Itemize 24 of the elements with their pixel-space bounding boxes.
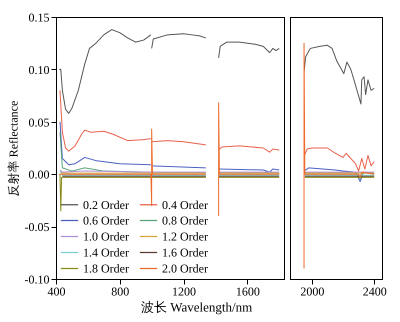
legend-label: 1.4 Order (83, 246, 129, 260)
x-tick-label: 2400 (362, 284, 387, 298)
legend-label: 1.6 Order (162, 246, 208, 260)
legend-label: 2.0 Order (162, 262, 208, 276)
x-tick-label: 1200 (172, 284, 196, 298)
y-tick-label: 0.15 (28, 10, 50, 24)
y-tick-label: -0.10 (24, 272, 50, 286)
legend-label: 0.4 Order (162, 198, 208, 212)
y-tick-label: 0.05 (28, 115, 50, 130)
legend-label: 0.6 Order (83, 214, 129, 228)
x-axis-title: 波长 Wavelength/nm (140, 300, 252, 314)
y-tick-label: 0.00 (28, 168, 50, 182)
legend-label: 0.8 Order (162, 214, 208, 228)
x-tick-label: 800 (111, 284, 130, 298)
legend-label: 1.0 Order (83, 230, 129, 244)
legend-label: 1.8 Order (83, 262, 129, 276)
x-tick-label: 2000 (300, 284, 324, 298)
y-tick-label: -0.05 (24, 220, 50, 234)
y-axis-title: 反射率 Reflectance (6, 100, 21, 196)
x-tick-label: 400 (48, 284, 66, 298)
y-tick-label: 0.10 (28, 62, 50, 77)
legend-label: 1.2 Order (162, 230, 208, 244)
x-tick-label: 1600 (236, 284, 260, 298)
legend-label: 0.2 Order (83, 198, 129, 212)
